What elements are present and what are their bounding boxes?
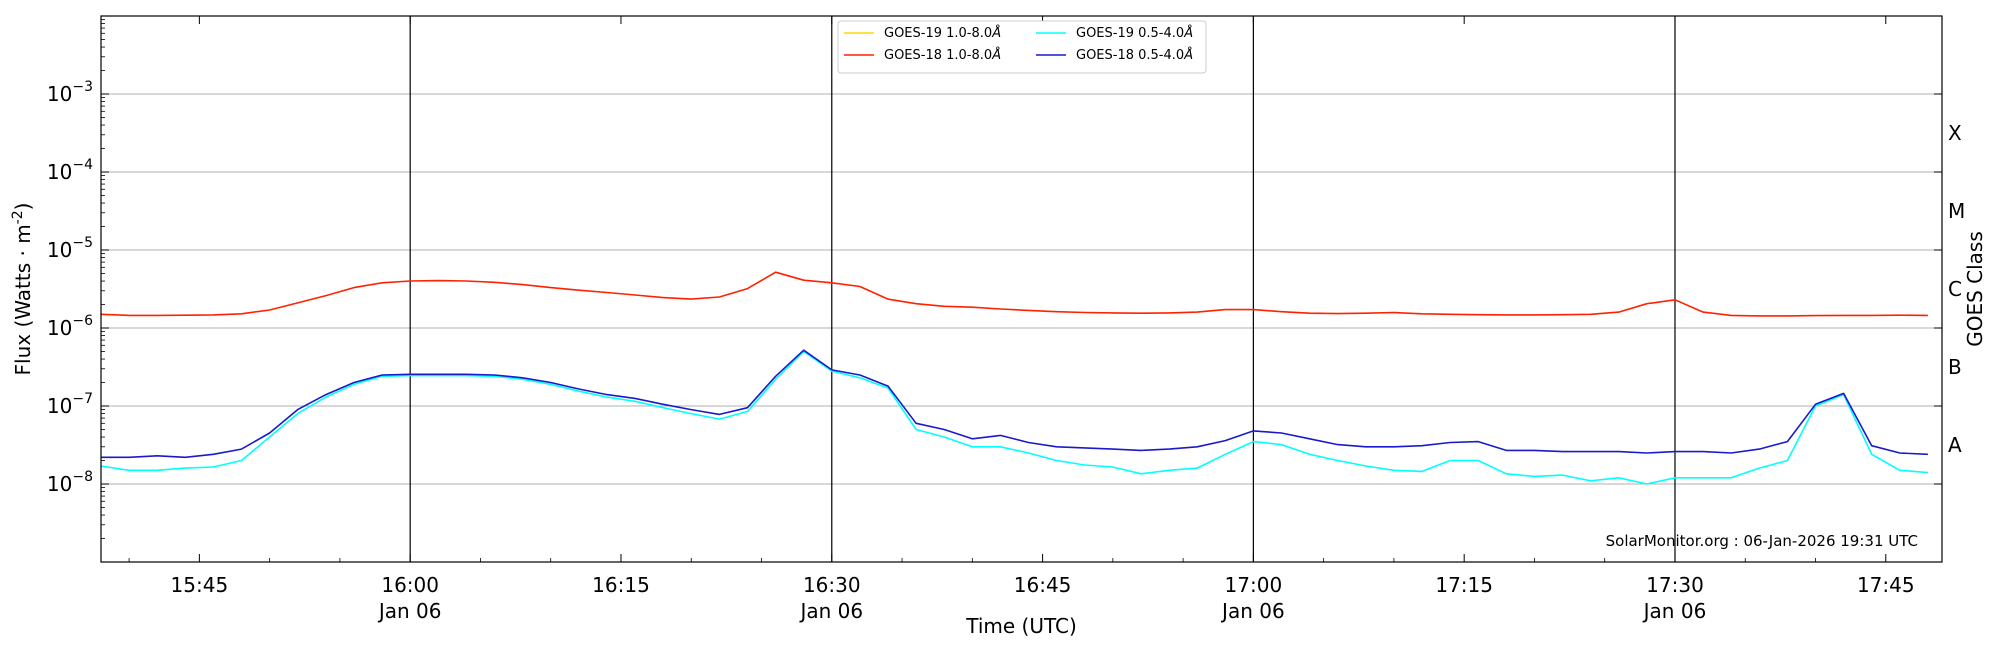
- x-tick-label: 16:00: [381, 573, 439, 597]
- legend: GOES-19 1.0-8.0Å GOES-18 1.0-8.0Å GOES-19 …: [837, 20, 1207, 74]
- x-tick-label: 17:30: [1646, 573, 1704, 597]
- x-tick-date-label: Jan 06: [1642, 599, 1707, 623]
- y-tick-label: 10−3: [47, 79, 93, 106]
- goes-class-label: M: [1948, 199, 1965, 223]
- x-tick-label: 17:15: [1435, 573, 1493, 597]
- secondary-y-axis-label: GOES Class: [1963, 231, 1987, 347]
- legend-entry: GOES-19 1.0-8.0Å: [884, 25, 1001, 41]
- x-tick-date-label: Jan 06: [798, 599, 863, 623]
- x-tick-date-label: Jan 06: [1220, 599, 1285, 623]
- source-annotation: SolarMonitor.org : 06-Jan-2026 19:31 UTC: [1606, 532, 1918, 550]
- goes-class-labels: A B C M X: [1948, 121, 1965, 457]
- legend-entry: GOES-19 0.5-4.0Å: [1076, 25, 1193, 41]
- day-separator-lines: [409, 16, 1676, 562]
- series-layer: [100, 271, 1928, 485]
- x-tick-label: 15:45: [171, 573, 229, 597]
- y-axis-label: Flux (Watts · m-2): [10, 203, 35, 376]
- x-axis-label: Time (UTC): [965, 614, 1077, 638]
- goes-class-label: X: [1948, 121, 1962, 145]
- series-line: [100, 350, 1928, 485]
- series-line: [101, 349, 1928, 459]
- y-tick-label: 10−6: [47, 313, 93, 340]
- x-tick-label: 16:45: [1014, 573, 1072, 597]
- y-tick-label: 10−5: [47, 235, 93, 262]
- legend-entry: GOES-18 0.5-4.0Å: [1076, 47, 1193, 63]
- legend-entry: GOES-18 1.0-8.0Å: [884, 47, 1001, 63]
- x-tick-date-label: Jan 06: [377, 599, 442, 623]
- goes-class-label: C: [1948, 277, 1962, 301]
- x-tick-label: 16:30: [803, 573, 861, 597]
- goes-class-label: B: [1948, 355, 1962, 379]
- y-tick-label: 10−7: [47, 391, 93, 418]
- goes-class-label: A: [1948, 433, 1962, 457]
- plot-frame: [100, 15, 1943, 563]
- grid-layer: [101, 93, 1942, 485]
- y-axis-ticks: 10−8 10−7 10−6 10−5 10−4 10−3: [47, 19, 1942, 539]
- series-line: [100, 271, 1928, 317]
- y-tick-label: 10−8: [47, 469, 93, 496]
- x-tick-label: 16:15: [592, 573, 650, 597]
- x-tick-label: 17:00: [1225, 573, 1283, 597]
- y-tick-label: 10−4: [47, 157, 93, 184]
- legend-box: [837, 20, 1207, 74]
- x-tick-label: 17:45: [1857, 573, 1915, 597]
